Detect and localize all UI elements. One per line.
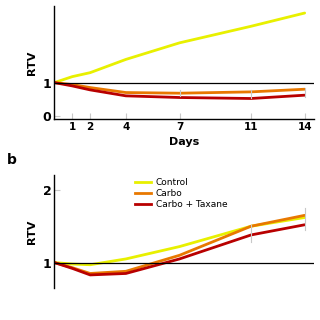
Text: b: b [6,153,16,167]
Y-axis label: RTV: RTV [27,51,37,75]
X-axis label: Days: Days [169,137,199,148]
Legend: Control, Carbo, Carbo + Taxane: Control, Carbo, Carbo + Taxane [132,174,231,213]
Y-axis label: RTV: RTV [27,220,37,244]
